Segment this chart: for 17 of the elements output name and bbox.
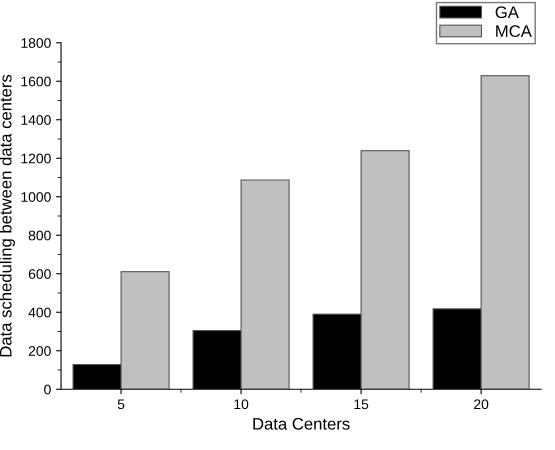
x-tick-label: 20 [474,399,488,410]
y-tick-label: 1600 [21,76,51,86]
y-tick-label: 1400 [21,115,51,125]
y-tick-label: 1800 [21,38,51,48]
y-tick-label: 600 [28,269,51,279]
legend-label: MCA [496,25,532,38]
y-tick-label: 800 [28,230,51,240]
x-tick-label: 15 [354,399,368,410]
y-tick-label: 1200 [21,154,51,164]
x-tick-label: 5 [118,399,124,410]
y-tick-label: 1000 [21,192,51,202]
x-tick-label: 10 [234,399,248,410]
y-tick-label: 400 [28,308,51,318]
y-tick-label: 200 [28,346,51,356]
legend-label: GA [496,6,519,18]
y-tick-label: 0 [44,384,51,394]
x-axis-title: Data Centers [253,418,350,430]
